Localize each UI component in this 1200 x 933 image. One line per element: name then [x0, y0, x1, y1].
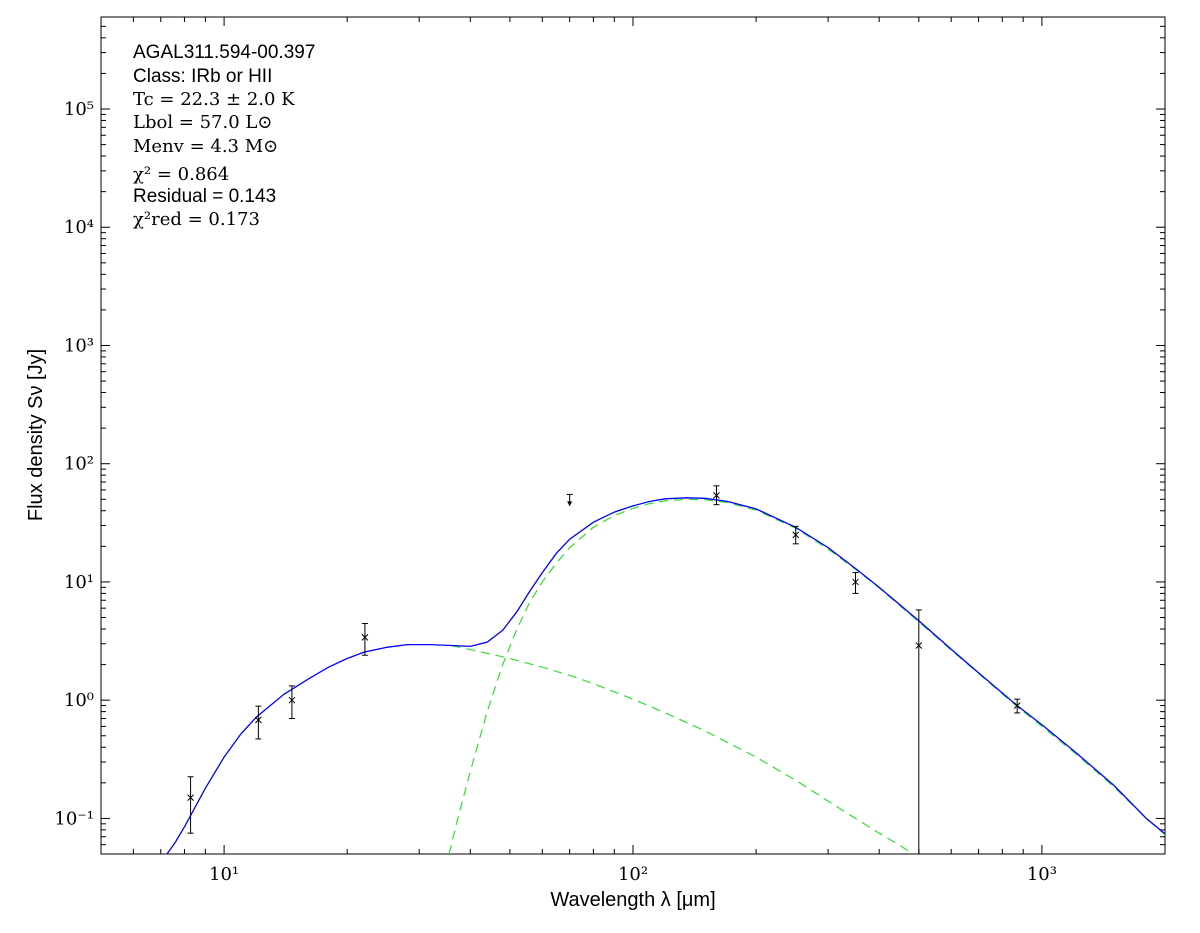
axis-ticks [100, 16, 1166, 855]
annotation-chi2-red: χ²red = 0.173 [133, 209, 260, 230]
annotation-chi2: χ² = 0.864 [133, 164, 229, 185]
annotation-source: AGAL311.594-00.397 [133, 42, 315, 63]
y-tick-labels: 10⁻¹ 10⁰ 10¹ 10² 10³ 10⁴ 10⁵ [54, 99, 94, 829]
annotation-residual: Residual = 0.143 [133, 186, 276, 207]
total-model-curve [166, 497, 1165, 854]
x-tick-label: 10² [618, 864, 648, 885]
x-tick-labels: 10¹ 10² 10³ [209, 864, 1057, 885]
y-tick-label: 10³ [64, 335, 94, 356]
data-point-marker [255, 716, 262, 724]
data-point-marker [288, 696, 296, 704]
y-tick-label: 10⁰ [64, 690, 94, 711]
annotation-class: Class: IRb or HII [133, 66, 272, 87]
model-curves [166, 497, 1165, 854]
upper-limit-arrow [567, 501, 573, 507]
y-tick-label: 10⁻¹ [54, 808, 94, 829]
data-point-marker [792, 531, 800, 539]
annotation-lbol: Lbol = 57.0 L⊙ [133, 112, 272, 133]
x-tick-label: 10³ [1027, 864, 1057, 885]
y-tick-label: 10² [64, 454, 94, 475]
y-axis-label: Flux density Sν [Jy] [25, 349, 47, 521]
x-tick-label: 10¹ [209, 864, 239, 885]
annotation-tc: Tc = 22.3 ± 2.0 K [133, 89, 295, 110]
annotation-block: AGAL311.594-00.397 Class: IRb or HII Tc … [133, 42, 315, 230]
y-tick-label: 10¹ [64, 572, 94, 593]
data-point-marker [915, 642, 923, 649]
data-point-marker [187, 794, 194, 801]
data-point-marker [852, 578, 859, 586]
data-point-marker [361, 633, 369, 641]
data-points [187, 485, 1021, 854]
x-axis-label: Wavelength λ [μm] [550, 889, 715, 911]
y-tick-label: 10⁴ [64, 217, 94, 238]
warm-component-curve [451, 644, 912, 854]
cold-component-curve [448, 498, 1165, 854]
data-point-marker [1013, 702, 1021, 709]
plot-frame [100, 16, 1166, 855]
annotation-menv: Menv = 4.3 M⊙ [133, 136, 278, 157]
y-tick-label: 10⁵ [64, 99, 94, 120]
data-point-marker [713, 491, 720, 499]
